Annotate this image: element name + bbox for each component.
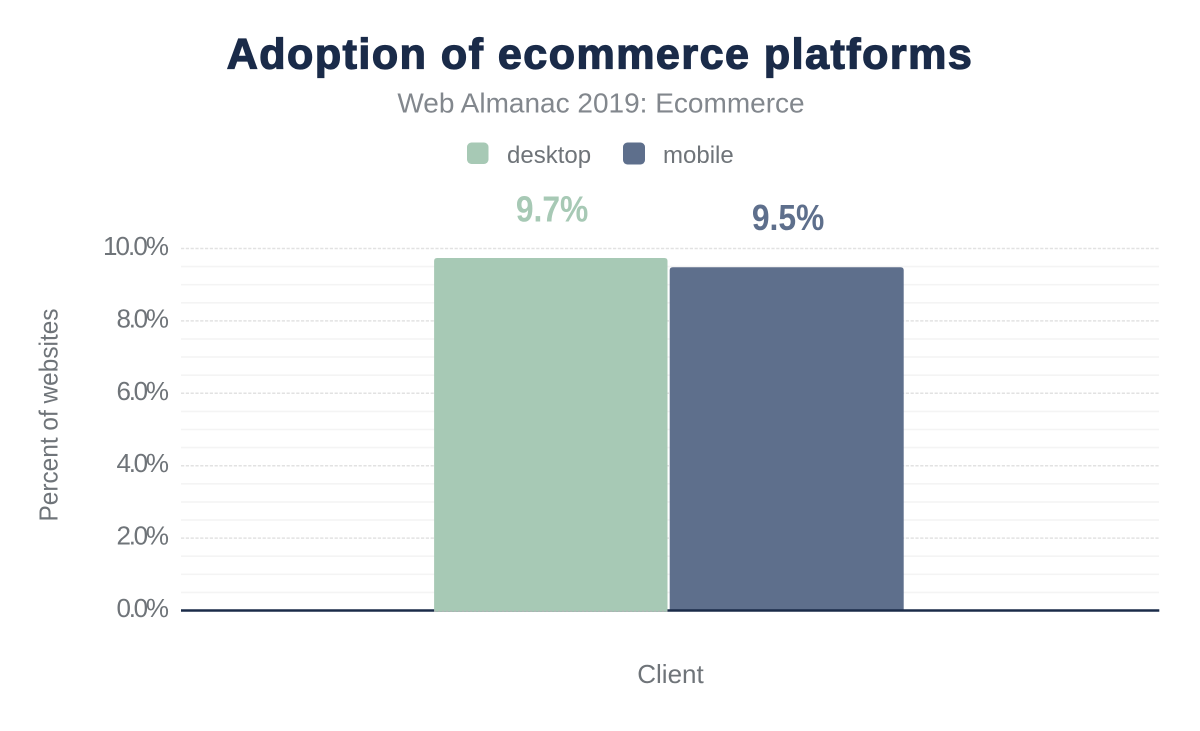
svg-text:2.0%: 2.0% — [117, 521, 170, 551]
svg-text:0.0%: 0.0% — [117, 593, 170, 623]
svg-text:Percent of websites: Percent of websites — [34, 309, 64, 522]
svg-text:mobile: mobile — [663, 142, 734, 169]
svg-text:Web Almanac 2019: Ecommerce: Web Almanac 2019: Ecommerce — [397, 88, 804, 119]
svg-text:Client: Client — [637, 659, 704, 689]
svg-text:4.0%: 4.0% — [117, 448, 170, 478]
svg-text:desktop: desktop — [507, 142, 591, 169]
svg-text:Adoption of ecommerce platform: Adoption of ecommerce platforms — [227, 31, 974, 79]
svg-text:8.0%: 8.0% — [117, 303, 170, 333]
svg-text:9.7%: 9.7% — [516, 188, 589, 229]
svg-text:10.0%: 10.0% — [103, 231, 169, 261]
svg-text:6.0%: 6.0% — [117, 376, 170, 406]
svg-text:9.5%: 9.5% — [752, 197, 825, 238]
